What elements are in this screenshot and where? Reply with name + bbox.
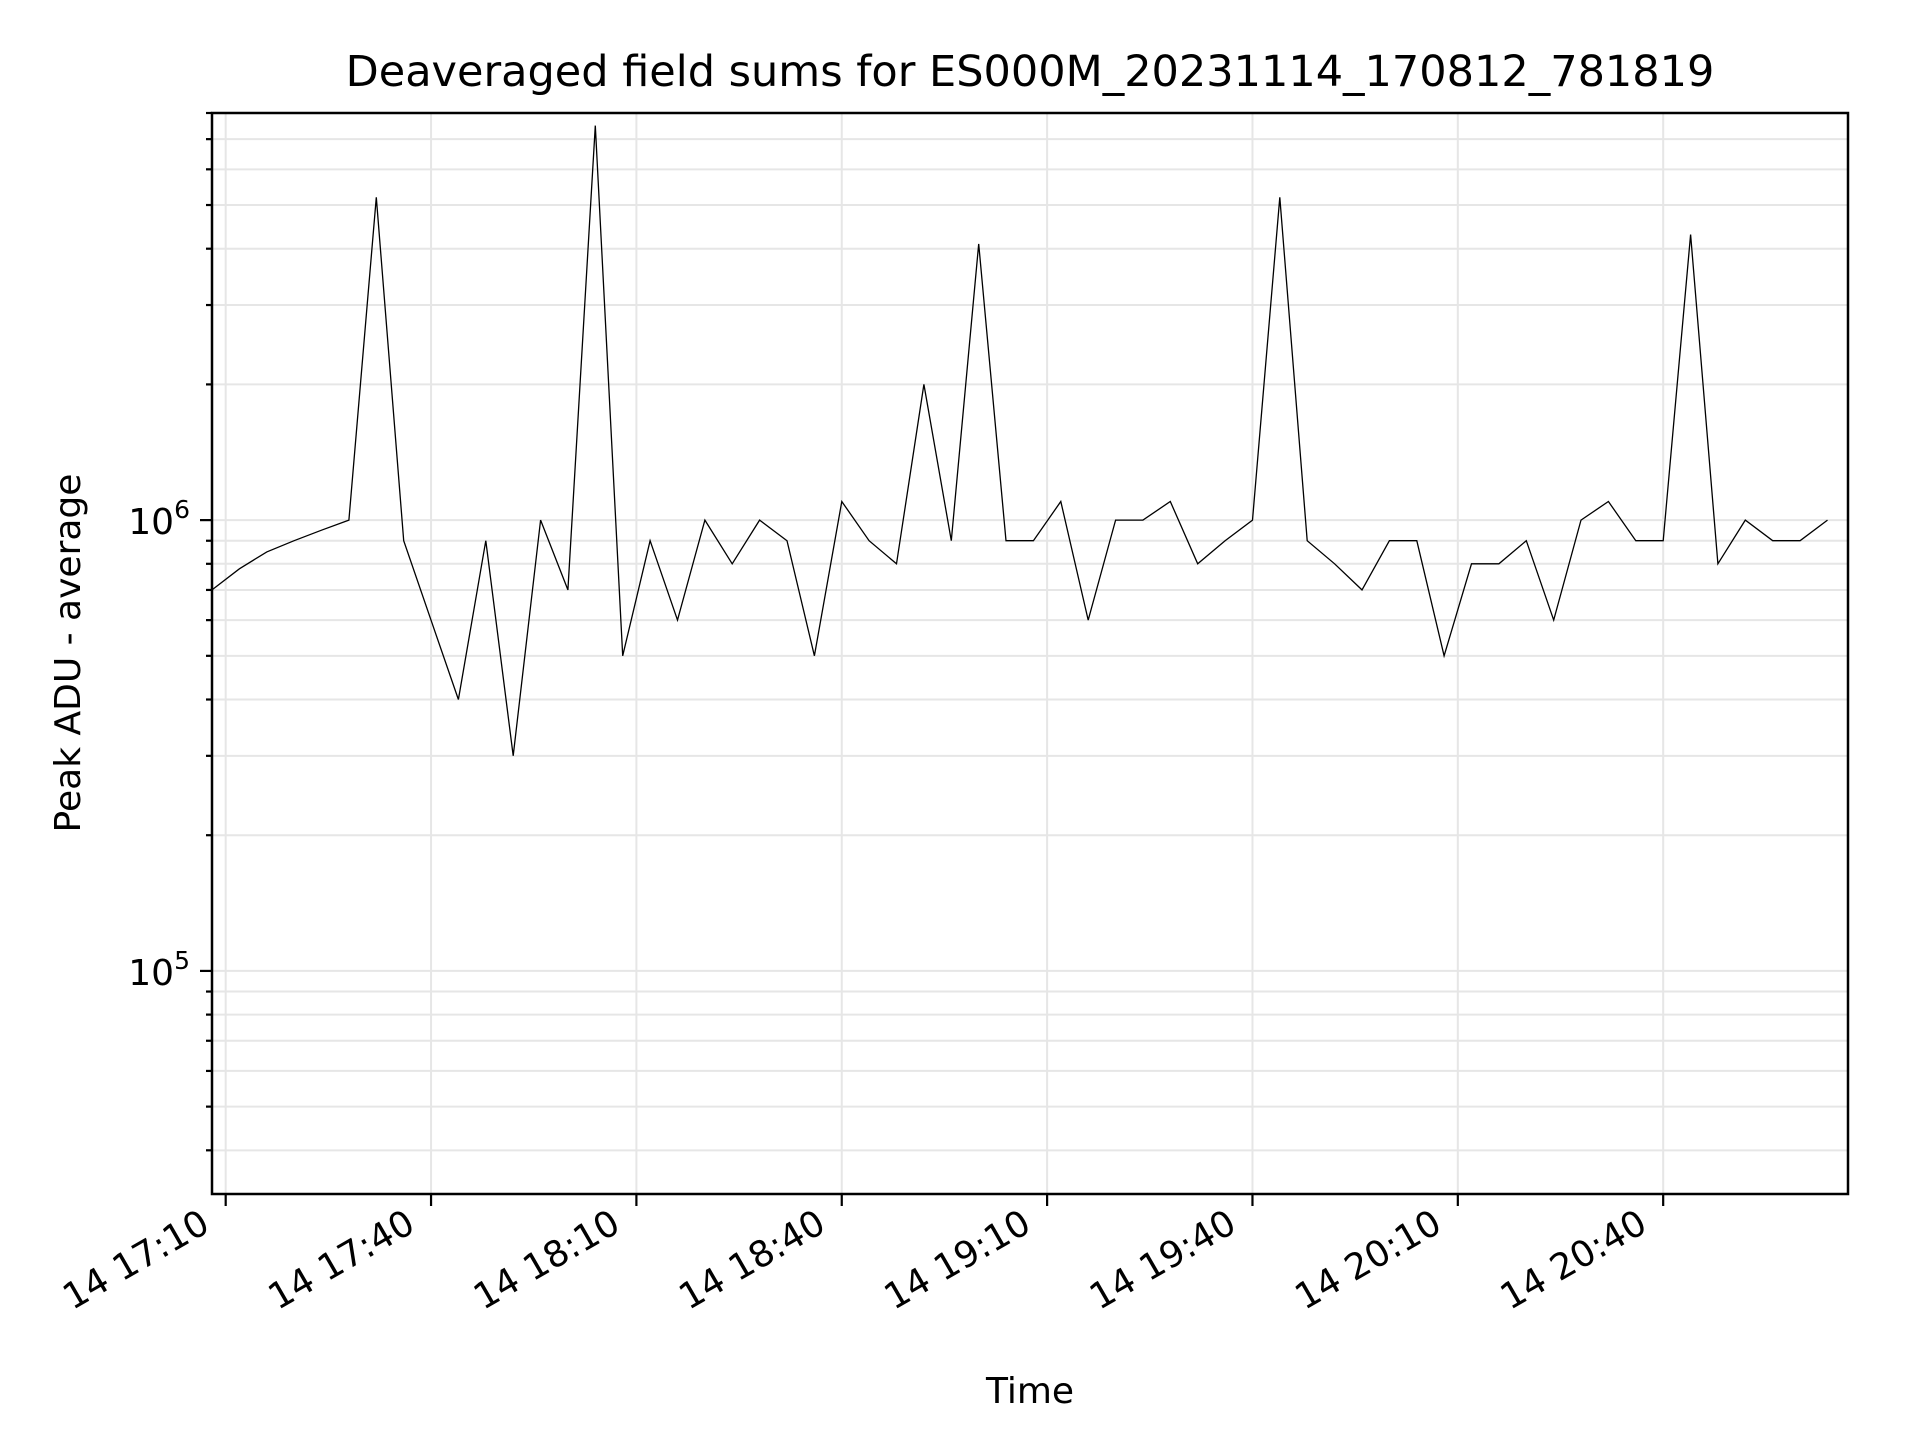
y-axis-label: Peak ADU - average <box>48 474 89 833</box>
x-axis-label: Time <box>985 1371 1074 1412</box>
series-line <box>211 125 1828 756</box>
plot-frame <box>210 111 1850 1196</box>
y-tick-exponent: 6 <box>174 495 190 524</box>
y-tick-exponent: 5 <box>174 946 190 975</box>
y-tick-label: 106 <box>128 495 190 543</box>
y-tick-base: 10 <box>128 953 174 994</box>
y-tick-label: 105 <box>128 946 190 994</box>
chart-title: Deaveraged field sums for ES000M_2023111… <box>346 47 1715 97</box>
y-tick-base: 10 <box>128 502 174 543</box>
